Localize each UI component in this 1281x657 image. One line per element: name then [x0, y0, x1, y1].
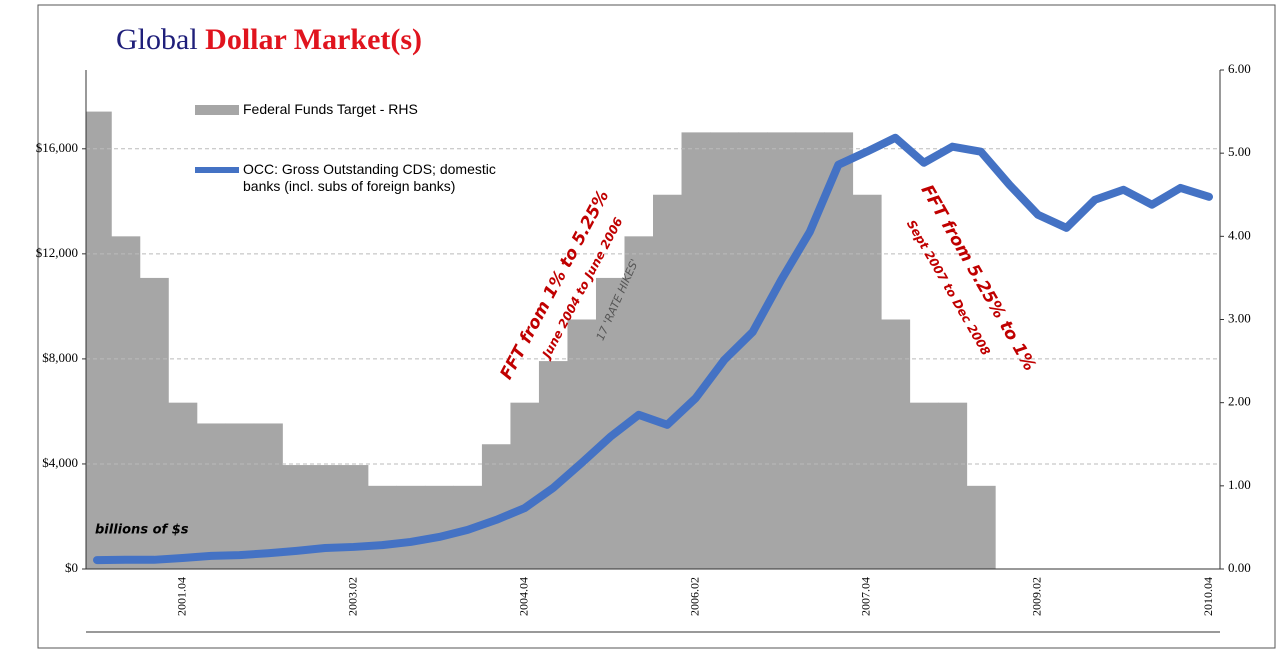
area-step	[225, 423, 255, 569]
area-step	[824, 132, 854, 569]
area-step	[966, 485, 996, 569]
area-step	[567, 319, 597, 569]
x-tick-label: 2001.04	[174, 577, 188, 616]
chart-title: Global Dollar Market(s)	[116, 23, 422, 56]
area-step	[86, 111, 112, 569]
area-step	[253, 423, 283, 569]
area-step	[909, 402, 939, 569]
y2-tick-label: 0.00	[1228, 560, 1251, 575]
unit-label: billions of $s	[95, 523, 189, 538]
y2-tick-label: 6.00	[1228, 61, 1251, 76]
area-step	[767, 132, 797, 569]
y2-tick-label: 5.00	[1228, 144, 1251, 159]
area-step	[367, 485, 397, 569]
legend-item: Federal Funds Target - RHS	[243, 101, 418, 117]
area-step	[938, 402, 968, 569]
area-step	[510, 402, 540, 569]
legend-label: Federal Funds Target - RHS	[243, 101, 418, 117]
y-tick-label: $16,000	[36, 140, 78, 155]
x-tick-label: 2004.04	[516, 577, 530, 616]
area-step	[595, 277, 625, 569]
area-step	[424, 485, 454, 569]
area-step	[738, 132, 768, 569]
legend-label: OCC: Gross Outstanding CDS; domestic ban…	[243, 161, 496, 194]
area-step	[310, 465, 340, 569]
x-tick-label: 2003.02	[345, 577, 359, 616]
area-step	[339, 465, 369, 569]
area-step	[538, 361, 568, 569]
area-step	[396, 485, 426, 569]
line	[93, 133, 1213, 565]
area-step	[681, 132, 711, 569]
y2-tick-label: 4.00	[1228, 227, 1251, 242]
area-step	[139, 277, 169, 569]
y2-tick-label: 1.00	[1228, 477, 1251, 492]
legend-item: OCC: Gross Outstanding CDS; domestic ban…	[243, 161, 496, 194]
area-step	[196, 423, 226, 569]
y2-tick-label: 3.00	[1228, 310, 1251, 325]
area-step	[111, 236, 141, 570]
y-tick-label: $0	[65, 560, 78, 575]
area-step	[481, 444, 511, 569]
area-step	[852, 194, 882, 569]
y-tick-label: $8,000	[42, 350, 78, 365]
x-tick-label: 2009.02	[1030, 577, 1044, 616]
y-tick-label: $12,000	[36, 245, 78, 260]
area-step	[653, 194, 683, 569]
area-step	[168, 402, 198, 569]
area-step	[624, 236, 654, 570]
title-part: Dollar Market(s)	[205, 23, 422, 56]
title-part: Global	[116, 23, 198, 56]
x-tick-label: 2006.02	[688, 577, 702, 616]
x-tick-label: 2010.04	[1201, 577, 1215, 616]
x-tick-label: 2007.04	[859, 577, 873, 616]
area-step	[881, 319, 911, 569]
plot-area: $0 $4,000 $8,000 $12,000 $16,000 0.00 1.00 2.00…	[36, 61, 1251, 633]
y-tick-label: $4,000	[42, 455, 78, 470]
y2-tick-label: 2.00	[1228, 394, 1251, 409]
legend-swatch	[195, 105, 239, 115]
